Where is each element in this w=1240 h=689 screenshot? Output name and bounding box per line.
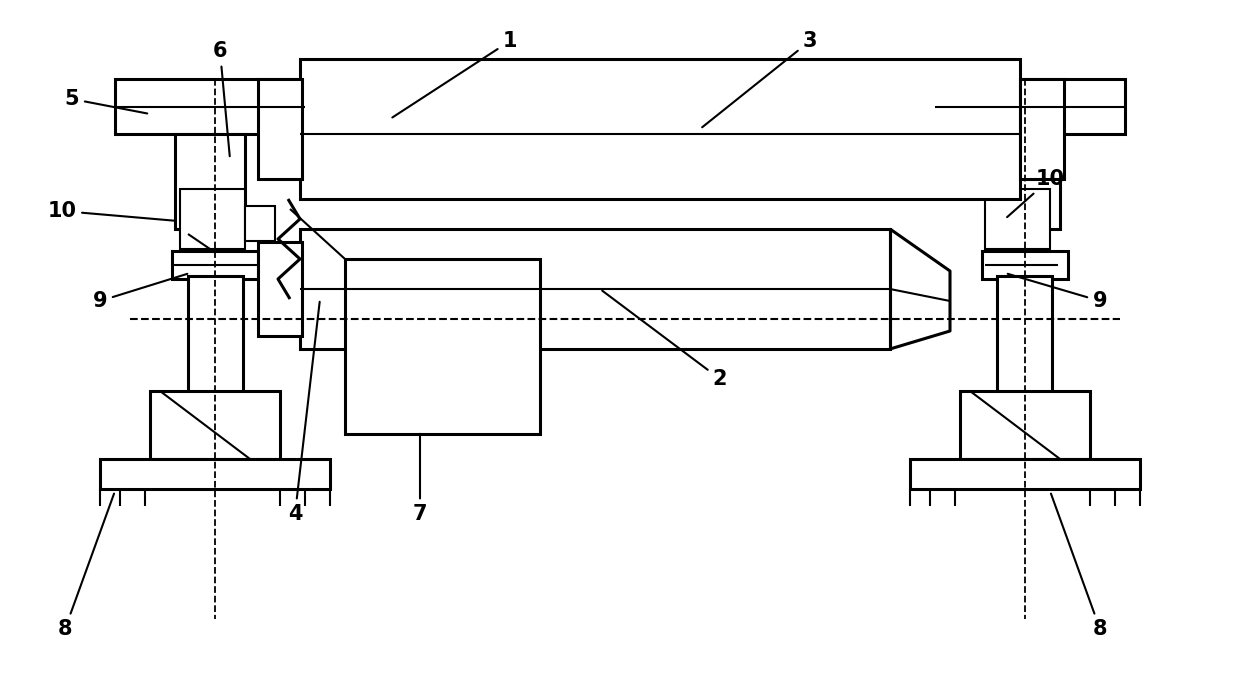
Text: 10: 10: [47, 201, 175, 221]
Bar: [175, 134, 246, 229]
Bar: [180, 189, 246, 249]
Bar: [150, 391, 280, 459]
Text: 10: 10: [1007, 169, 1064, 217]
Text: 9: 9: [1008, 274, 1107, 311]
Bar: [345, 259, 539, 434]
Bar: [100, 459, 330, 489]
Bar: [246, 206, 275, 241]
Bar: [910, 459, 1140, 489]
Bar: [935, 79, 1125, 134]
Bar: [300, 59, 1021, 199]
Bar: [1021, 79, 1064, 179]
Text: 6: 6: [213, 41, 229, 156]
Text: 4: 4: [288, 302, 320, 524]
Text: 8: 8: [1052, 493, 1107, 639]
Bar: [300, 229, 890, 349]
Bar: [990, 134, 1060, 229]
Bar: [258, 242, 303, 336]
Text: 2: 2: [603, 291, 727, 389]
Bar: [960, 391, 1090, 459]
Bar: [172, 251, 258, 279]
Text: 1: 1: [392, 31, 517, 118]
Text: 7: 7: [413, 434, 428, 524]
Text: 3: 3: [702, 31, 817, 127]
Bar: [115, 79, 305, 134]
Bar: [982, 251, 1068, 279]
Bar: [188, 276, 243, 394]
Text: 5: 5: [64, 89, 148, 114]
Text: 9: 9: [93, 274, 187, 311]
Bar: [985, 189, 1050, 249]
Bar: [997, 276, 1052, 394]
Text: 8: 8: [58, 493, 114, 639]
Bar: [258, 79, 303, 179]
